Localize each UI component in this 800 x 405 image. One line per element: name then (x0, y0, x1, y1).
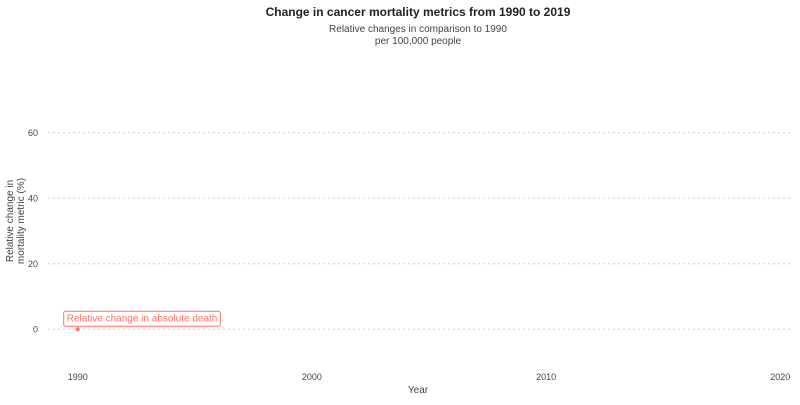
series-label-text: Relative change in absolute death (67, 313, 218, 324)
y-axis-title-line-2: mortality metric (%) (16, 178, 27, 264)
data-point (75, 327, 80, 332)
y-tick-label: 20 (28, 259, 38, 269)
y-tick-label: 60 (28, 128, 38, 138)
y-tick-label: 40 (28, 193, 38, 203)
y-axis: 0 20 40 60 (28, 128, 38, 335)
series-label-box (63, 310, 221, 327)
series-layer: Relative change in absolute death (63, 310, 221, 332)
x-axis-title: Year (408, 385, 429, 396)
x-tick-label: 1990 (68, 372, 88, 382)
chart-title: Change in cancer mortality metrics from … (266, 5, 571, 19)
gridlines (48, 132, 792, 330)
x-tick-label: 2020 (770, 372, 790, 382)
chart-subtitle-line-2: per 100,000 people (375, 36, 462, 47)
y-axis-title-line-1: Relative change in (5, 180, 16, 262)
x-axis: 1990 2000 2010 2020 (68, 372, 791, 382)
x-tick-label: 2010 (536, 372, 556, 382)
title-group: Change in cancer mortality metrics from … (266, 5, 571, 47)
chart-subtitle-line-1: Relative changes in comparison to 1990 (329, 24, 507, 35)
series-0: Relative change in absolute death (63, 310, 221, 332)
series-label: Relative change in absolute death (63, 310, 221, 327)
x-tick-label: 2000 (302, 372, 322, 382)
y-tick-label: 0 (33, 324, 38, 334)
y-axis-title: Relative change in mortality metric (%) (5, 178, 27, 264)
